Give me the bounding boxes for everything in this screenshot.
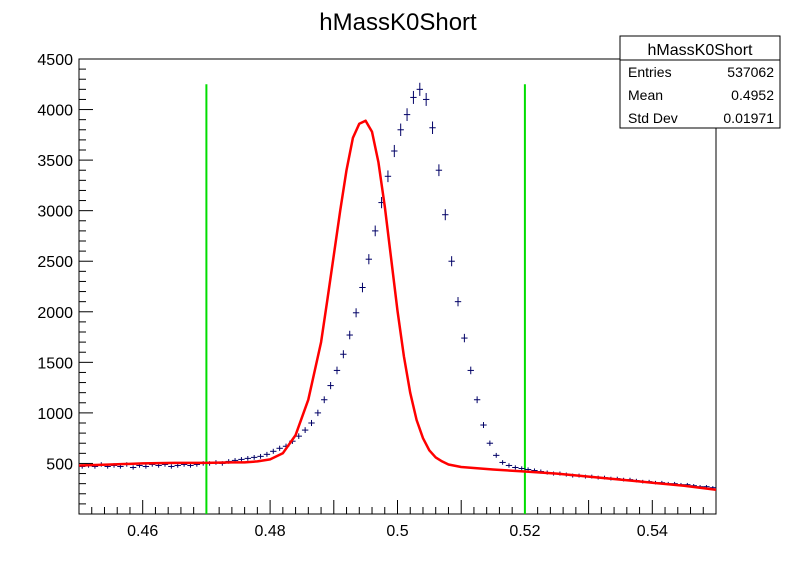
x-tick-label: 0.48 bbox=[255, 523, 286, 540]
data-point bbox=[448, 256, 455, 267]
data-point bbox=[333, 366, 341, 375]
data-point bbox=[512, 465, 519, 470]
data-point bbox=[480, 422, 487, 429]
data-point bbox=[270, 448, 277, 454]
data-point bbox=[493, 452, 500, 458]
y-tick-label: 2500 bbox=[37, 254, 73, 271]
x-tick-label: 0.46 bbox=[127, 523, 158, 540]
data-point bbox=[314, 409, 322, 417]
data-point bbox=[473, 396, 481, 404]
y-tick-label: 500 bbox=[46, 456, 73, 473]
data-point bbox=[518, 466, 525, 471]
fit-curve bbox=[78, 119, 717, 491]
data-point bbox=[391, 144, 398, 158]
selection-cut-lines bbox=[205, 84, 526, 514]
data-point bbox=[422, 92, 430, 106]
x-tick-label: 0.5 bbox=[386, 523, 408, 540]
data-point bbox=[403, 108, 411, 121]
data-point bbox=[416, 82, 423, 96]
data-point bbox=[308, 419, 315, 427]
data-point bbox=[372, 225, 379, 237]
stats-entries-value: 537062 bbox=[727, 64, 774, 80]
data-point bbox=[250, 454, 258, 460]
data-point bbox=[352, 308, 360, 318]
data-point bbox=[467, 366, 474, 375]
x-tick-label: 0.54 bbox=[637, 523, 668, 540]
data-point bbox=[461, 333, 468, 343]
data-point bbox=[410, 90, 417, 104]
data-point bbox=[454, 297, 462, 307]
data-point bbox=[327, 381, 334, 390]
y-tick-label: 2000 bbox=[37, 305, 73, 322]
data-point bbox=[359, 282, 366, 293]
data-point bbox=[365, 254, 373, 265]
data-point bbox=[238, 457, 245, 462]
data-point bbox=[346, 330, 353, 340]
stats-box: hMassK0Short Entries 537062 Mean 0.4952 … bbox=[619, 35, 781, 129]
data-point bbox=[257, 453, 264, 459]
y-tick-label: 3000 bbox=[37, 204, 73, 221]
data-point bbox=[129, 465, 137, 470]
data-point bbox=[168, 464, 175, 469]
stats-stddev-label: Std Dev bbox=[628, 110, 678, 126]
data-point bbox=[301, 427, 309, 433]
y-axis: 500 1000 1500 2000 2500 3000 3500 4000 4500 bbox=[37, 52, 93, 515]
data-point bbox=[429, 121, 436, 135]
data-point bbox=[499, 460, 506, 465]
x-tick-label: 0.52 bbox=[509, 523, 540, 540]
data-point bbox=[486, 440, 494, 446]
stats-mean-label: Mean bbox=[628, 87, 663, 103]
stats-stddev-value: 0.01971 bbox=[723, 110, 774, 126]
x-axis: 0.46 0.48 0.5 0.52 0.54 bbox=[78, 500, 717, 540]
data-point bbox=[340, 350, 347, 359]
data-point bbox=[384, 170, 392, 183]
stats-title: hMassK0Short bbox=[648, 42, 753, 59]
y-tick-label: 1000 bbox=[37, 406, 73, 423]
chart-title: hMassK0Short bbox=[319, 9, 477, 36]
data-point bbox=[142, 464, 150, 469]
data-point bbox=[435, 164, 443, 177]
data-points bbox=[79, 82, 716, 490]
fit-curve-layer bbox=[78, 119, 717, 491]
data-point bbox=[276, 445, 283, 451]
y-tick-label: 1500 bbox=[37, 355, 73, 372]
y-tick-label: 4000 bbox=[37, 103, 73, 120]
data-point bbox=[442, 209, 449, 221]
data-point bbox=[295, 433, 302, 439]
data-point bbox=[397, 123, 404, 137]
data-point bbox=[321, 396, 328, 404]
stats-mean-value: 0.4952 bbox=[731, 87, 774, 103]
y-tick-label: 3500 bbox=[37, 153, 73, 170]
stats-entries-label: Entries bbox=[628, 64, 672, 80]
y-tick-label: 4500 bbox=[37, 52, 73, 69]
data-point bbox=[263, 451, 271, 457]
data-point bbox=[505, 463, 513, 468]
data-point bbox=[244, 456, 251, 461]
